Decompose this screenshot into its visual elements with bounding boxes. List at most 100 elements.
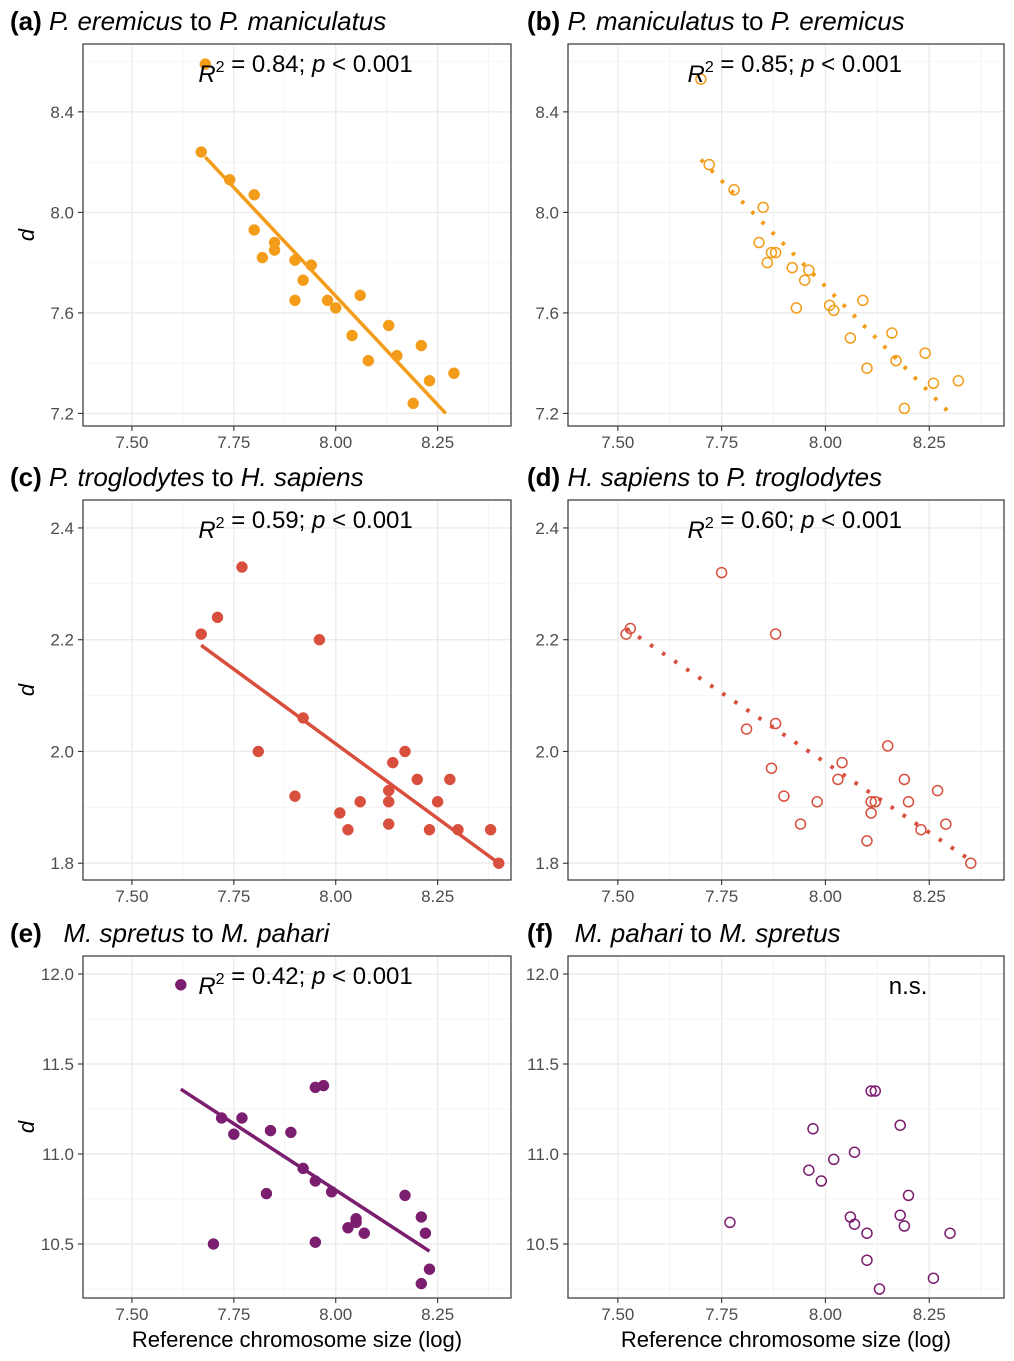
data-point <box>915 823 927 836</box>
panel-letter: (d) <box>527 462 560 492</box>
data-point <box>715 566 728 579</box>
title-part: H. sapiens <box>241 462 364 492</box>
annotation-part: R <box>688 517 705 544</box>
data-point <box>902 1189 915 1202</box>
plot-background <box>568 44 1004 426</box>
panel-letter: (c) <box>10 462 42 492</box>
data-point <box>382 319 395 332</box>
data-point <box>325 1186 338 1198</box>
x-tick-label: 8.25 <box>913 887 946 906</box>
data-point <box>207 1238 220 1250</box>
grid <box>568 500 1004 880</box>
title-part: M. spretus <box>719 918 840 948</box>
y-tick-label: 8.0 <box>50 203 74 222</box>
x-tick-label: 7.75 <box>705 1305 738 1324</box>
x-tick-label: 7.50 <box>115 433 148 452</box>
data-point <box>236 561 248 573</box>
data-point <box>902 796 915 808</box>
y-tick-label: 2.4 <box>535 519 559 538</box>
x-tick-label: 7.75 <box>705 887 738 906</box>
data-point <box>236 1112 248 1124</box>
data-point <box>329 302 342 314</box>
data-point <box>848 1146 861 1158</box>
panel-title: (b) P. maniculatus to P. eremicus <box>527 6 905 36</box>
data-point <box>807 1123 819 1135</box>
fit-line <box>625 626 977 865</box>
data-point <box>423 375 436 387</box>
data-point <box>346 329 358 342</box>
title-part: P. maniculatus <box>219 6 386 36</box>
data-point <box>264 1124 277 1137</box>
data-point <box>317 1079 330 1092</box>
data-point <box>415 1277 428 1290</box>
data-point <box>415 339 428 352</box>
annotation-part: R <box>688 61 705 88</box>
data-point <box>865 796 877 808</box>
panel-d: 7.50 7.75 8.00 8.25 1.8 2.0 2.2 2.4 (d) H. sapie… <box>527 462 1005 906</box>
data-point <box>898 1220 911 1232</box>
data-point <box>423 823 436 836</box>
data-point <box>415 1211 428 1223</box>
panel-letter: (f) <box>527 918 553 948</box>
title-part: to <box>683 918 719 948</box>
annotation-part: p <box>800 51 814 78</box>
data-point <box>890 354 902 367</box>
data-point <box>836 756 848 769</box>
data-points <box>195 58 460 410</box>
annotation-part: R <box>198 973 215 1000</box>
stat-annotation: n.s. <box>889 973 928 1000</box>
y-tick-label: 2.0 <box>535 742 559 761</box>
data-point <box>297 712 309 724</box>
r2-superscript: 2 <box>705 515 714 532</box>
data-point <box>965 857 977 869</box>
annotation-part: < 0.001 <box>815 507 902 534</box>
data-point <box>268 244 281 256</box>
title-part: to <box>690 462 726 492</box>
panel-title: (f) M. pahari to M. spretus <box>527 918 841 948</box>
data-point <box>407 397 419 410</box>
annotation-part: = 0.42; <box>225 963 312 990</box>
panel-border <box>567 43 1005 427</box>
data-point <box>753 236 765 249</box>
x-tick-label: 8.25 <box>421 1305 454 1324</box>
title-part: M. spretus <box>63 918 184 948</box>
data-point <box>931 784 944 797</box>
data-point <box>765 762 778 774</box>
x-tick-label: 8.25 <box>421 887 454 906</box>
stat-annotation: R2 = 0.60; p < 0.001 <box>688 507 902 544</box>
annotation-part: p <box>311 507 325 534</box>
data-point <box>211 611 224 624</box>
data-point <box>248 224 260 236</box>
annotation-part: p <box>311 963 325 990</box>
data-point <box>803 1164 815 1176</box>
data-points <box>695 73 965 415</box>
x-tick-label: 7.50 <box>601 1305 634 1324</box>
data-point <box>869 1085 882 1097</box>
data-point <box>228 1128 240 1140</box>
annotation-part: = 0.85; <box>714 51 801 78</box>
x-tick-label: 8.25 <box>913 433 946 452</box>
x-tick-label: 8.00 <box>809 433 842 452</box>
stat-annotation: R2 = 0.84; p < 0.001 <box>198 51 412 88</box>
y-tick-label: 7.2 <box>535 404 559 423</box>
annotation-part: < 0.001 <box>325 963 412 990</box>
data-point <box>769 717 782 730</box>
data-point <box>175 979 187 991</box>
data-point <box>898 773 911 786</box>
data-point <box>309 1175 322 1187</box>
x-tick-label: 8.00 <box>319 887 352 906</box>
title-gap <box>42 462 49 492</box>
title-gap <box>42 6 49 36</box>
data-point <box>695 73 707 85</box>
data-point <box>828 1153 840 1166</box>
title-part: P. eremicus <box>771 6 905 36</box>
data-point <box>382 784 395 797</box>
annotation-part: p <box>311 51 325 78</box>
y-tick-label: 12.0 <box>41 965 74 984</box>
grid <box>83 956 511 1298</box>
data-point <box>354 289 366 302</box>
title-part: H. sapiens <box>567 462 690 492</box>
panel-letter: (a) <box>10 6 42 36</box>
data-point <box>724 1216 736 1229</box>
